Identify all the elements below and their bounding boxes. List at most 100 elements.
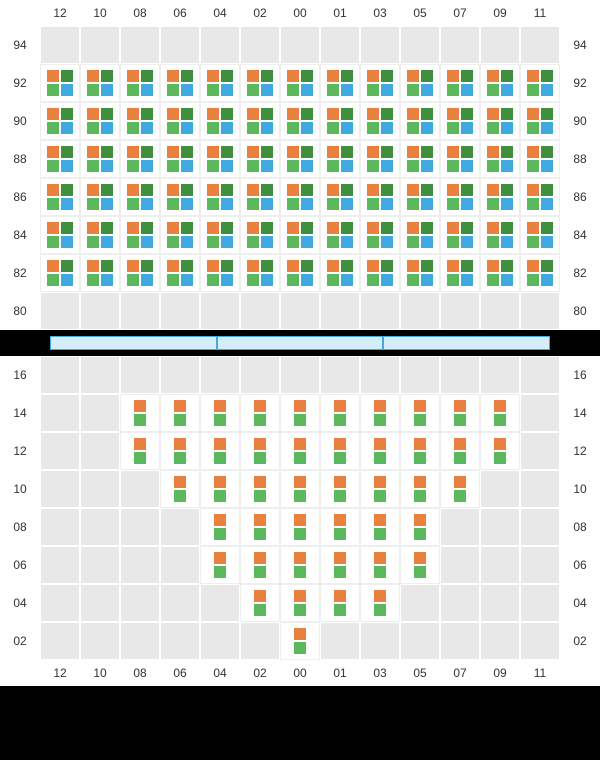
seat-cell[interactable] bbox=[80, 178, 120, 216]
seat-cell[interactable] bbox=[200, 394, 240, 432]
seat-cell[interactable] bbox=[280, 140, 320, 178]
seat-cell[interactable] bbox=[400, 102, 440, 140]
seat-cell[interactable] bbox=[360, 432, 400, 470]
seat-cell[interactable] bbox=[320, 178, 360, 216]
seat-cell[interactable] bbox=[440, 470, 480, 508]
seat-cell[interactable] bbox=[200, 546, 240, 584]
seat-cell[interactable] bbox=[200, 140, 240, 178]
seat-cell[interactable] bbox=[440, 140, 480, 178]
seat-cell[interactable] bbox=[400, 216, 440, 254]
seat-cell[interactable] bbox=[40, 140, 80, 178]
seat-cell[interactable] bbox=[40, 102, 80, 140]
seat-cell[interactable] bbox=[480, 102, 520, 140]
seat-cell[interactable] bbox=[40, 216, 80, 254]
seat-cell[interactable] bbox=[320, 140, 360, 178]
seat-cell[interactable] bbox=[240, 432, 280, 470]
seat-cell[interactable] bbox=[360, 394, 400, 432]
seat-cell[interactable] bbox=[280, 508, 320, 546]
seat-cell[interactable] bbox=[240, 546, 280, 584]
seat-cell[interactable] bbox=[360, 178, 400, 216]
seat-cell[interactable] bbox=[360, 254, 400, 292]
seat-cell[interactable] bbox=[120, 102, 160, 140]
seat-cell[interactable] bbox=[80, 140, 120, 178]
seat-cell[interactable] bbox=[240, 216, 280, 254]
seat-cell[interactable] bbox=[240, 140, 280, 178]
seat-cell[interactable] bbox=[200, 254, 240, 292]
seat-cell[interactable] bbox=[480, 254, 520, 292]
seat-cell[interactable] bbox=[80, 254, 120, 292]
seat-cell[interactable] bbox=[280, 432, 320, 470]
seat-cell[interactable] bbox=[40, 178, 80, 216]
seat-cell[interactable] bbox=[400, 254, 440, 292]
seat-cell[interactable] bbox=[160, 394, 200, 432]
seat-cell[interactable] bbox=[200, 508, 240, 546]
seat-cell[interactable] bbox=[320, 470, 360, 508]
seat-cell[interactable] bbox=[160, 178, 200, 216]
seat-cell[interactable] bbox=[200, 216, 240, 254]
seat-cell[interactable] bbox=[120, 432, 160, 470]
seat-cell[interactable] bbox=[280, 546, 320, 584]
seat-cell[interactable] bbox=[480, 394, 520, 432]
seat-cell[interactable] bbox=[120, 254, 160, 292]
seat-cell[interactable] bbox=[320, 254, 360, 292]
seat-cell[interactable] bbox=[200, 432, 240, 470]
seat-cell[interactable] bbox=[440, 64, 480, 102]
seat-cell[interactable] bbox=[240, 508, 280, 546]
seat-cell[interactable] bbox=[240, 394, 280, 432]
seat-cell[interactable] bbox=[280, 102, 320, 140]
seat-cell[interactable] bbox=[360, 584, 400, 622]
seat-cell[interactable] bbox=[280, 394, 320, 432]
seat-cell[interactable] bbox=[120, 394, 160, 432]
seat-cell[interactable] bbox=[360, 102, 400, 140]
seat-cell[interactable] bbox=[400, 546, 440, 584]
seat-cell[interactable] bbox=[240, 254, 280, 292]
seat-cell[interactable] bbox=[400, 508, 440, 546]
seat-cell[interactable] bbox=[160, 64, 200, 102]
seat-cell[interactable] bbox=[160, 432, 200, 470]
seat-cell[interactable] bbox=[80, 102, 120, 140]
seat-cell[interactable] bbox=[160, 140, 200, 178]
seat-cell[interactable] bbox=[240, 102, 280, 140]
seat-cell[interactable] bbox=[400, 470, 440, 508]
seat-cell[interactable] bbox=[320, 432, 360, 470]
seat-cell[interactable] bbox=[320, 102, 360, 140]
seat-cell[interactable] bbox=[240, 470, 280, 508]
seat-cell[interactable] bbox=[400, 178, 440, 216]
seat-cell[interactable] bbox=[240, 64, 280, 102]
seat-cell[interactable] bbox=[40, 254, 80, 292]
seat-cell[interactable] bbox=[520, 254, 560, 292]
seat-cell[interactable] bbox=[400, 64, 440, 102]
seat-cell[interactable] bbox=[440, 216, 480, 254]
seat-cell[interactable] bbox=[200, 178, 240, 216]
seat-cell[interactable] bbox=[320, 64, 360, 102]
seat-cell[interactable] bbox=[200, 64, 240, 102]
seat-cell[interactable] bbox=[480, 178, 520, 216]
seat-cell[interactable] bbox=[320, 216, 360, 254]
seat-cell[interactable] bbox=[40, 64, 80, 102]
seat-cell[interactable] bbox=[200, 102, 240, 140]
seat-cell[interactable] bbox=[320, 546, 360, 584]
seat-cell[interactable] bbox=[320, 394, 360, 432]
seat-cell[interactable] bbox=[520, 64, 560, 102]
seat-cell[interactable] bbox=[360, 64, 400, 102]
seat-cell[interactable] bbox=[280, 470, 320, 508]
seat-cell[interactable] bbox=[440, 394, 480, 432]
seat-cell[interactable] bbox=[280, 584, 320, 622]
seat-cell[interactable] bbox=[120, 216, 160, 254]
seat-cell[interactable] bbox=[320, 584, 360, 622]
seat-cell[interactable] bbox=[280, 622, 320, 660]
seat-cell[interactable] bbox=[520, 216, 560, 254]
seat-cell[interactable] bbox=[440, 254, 480, 292]
seat-cell[interactable] bbox=[440, 432, 480, 470]
seat-cell[interactable] bbox=[360, 470, 400, 508]
seat-cell[interactable] bbox=[280, 64, 320, 102]
seat-cell[interactable] bbox=[120, 140, 160, 178]
seat-cell[interactable] bbox=[480, 216, 520, 254]
seat-cell[interactable] bbox=[200, 470, 240, 508]
seat-cell[interactable] bbox=[280, 254, 320, 292]
seat-cell[interactable] bbox=[120, 64, 160, 102]
seat-cell[interactable] bbox=[80, 216, 120, 254]
seat-cell[interactable] bbox=[360, 546, 400, 584]
seat-cell[interactable] bbox=[280, 216, 320, 254]
seat-cell[interactable] bbox=[400, 140, 440, 178]
